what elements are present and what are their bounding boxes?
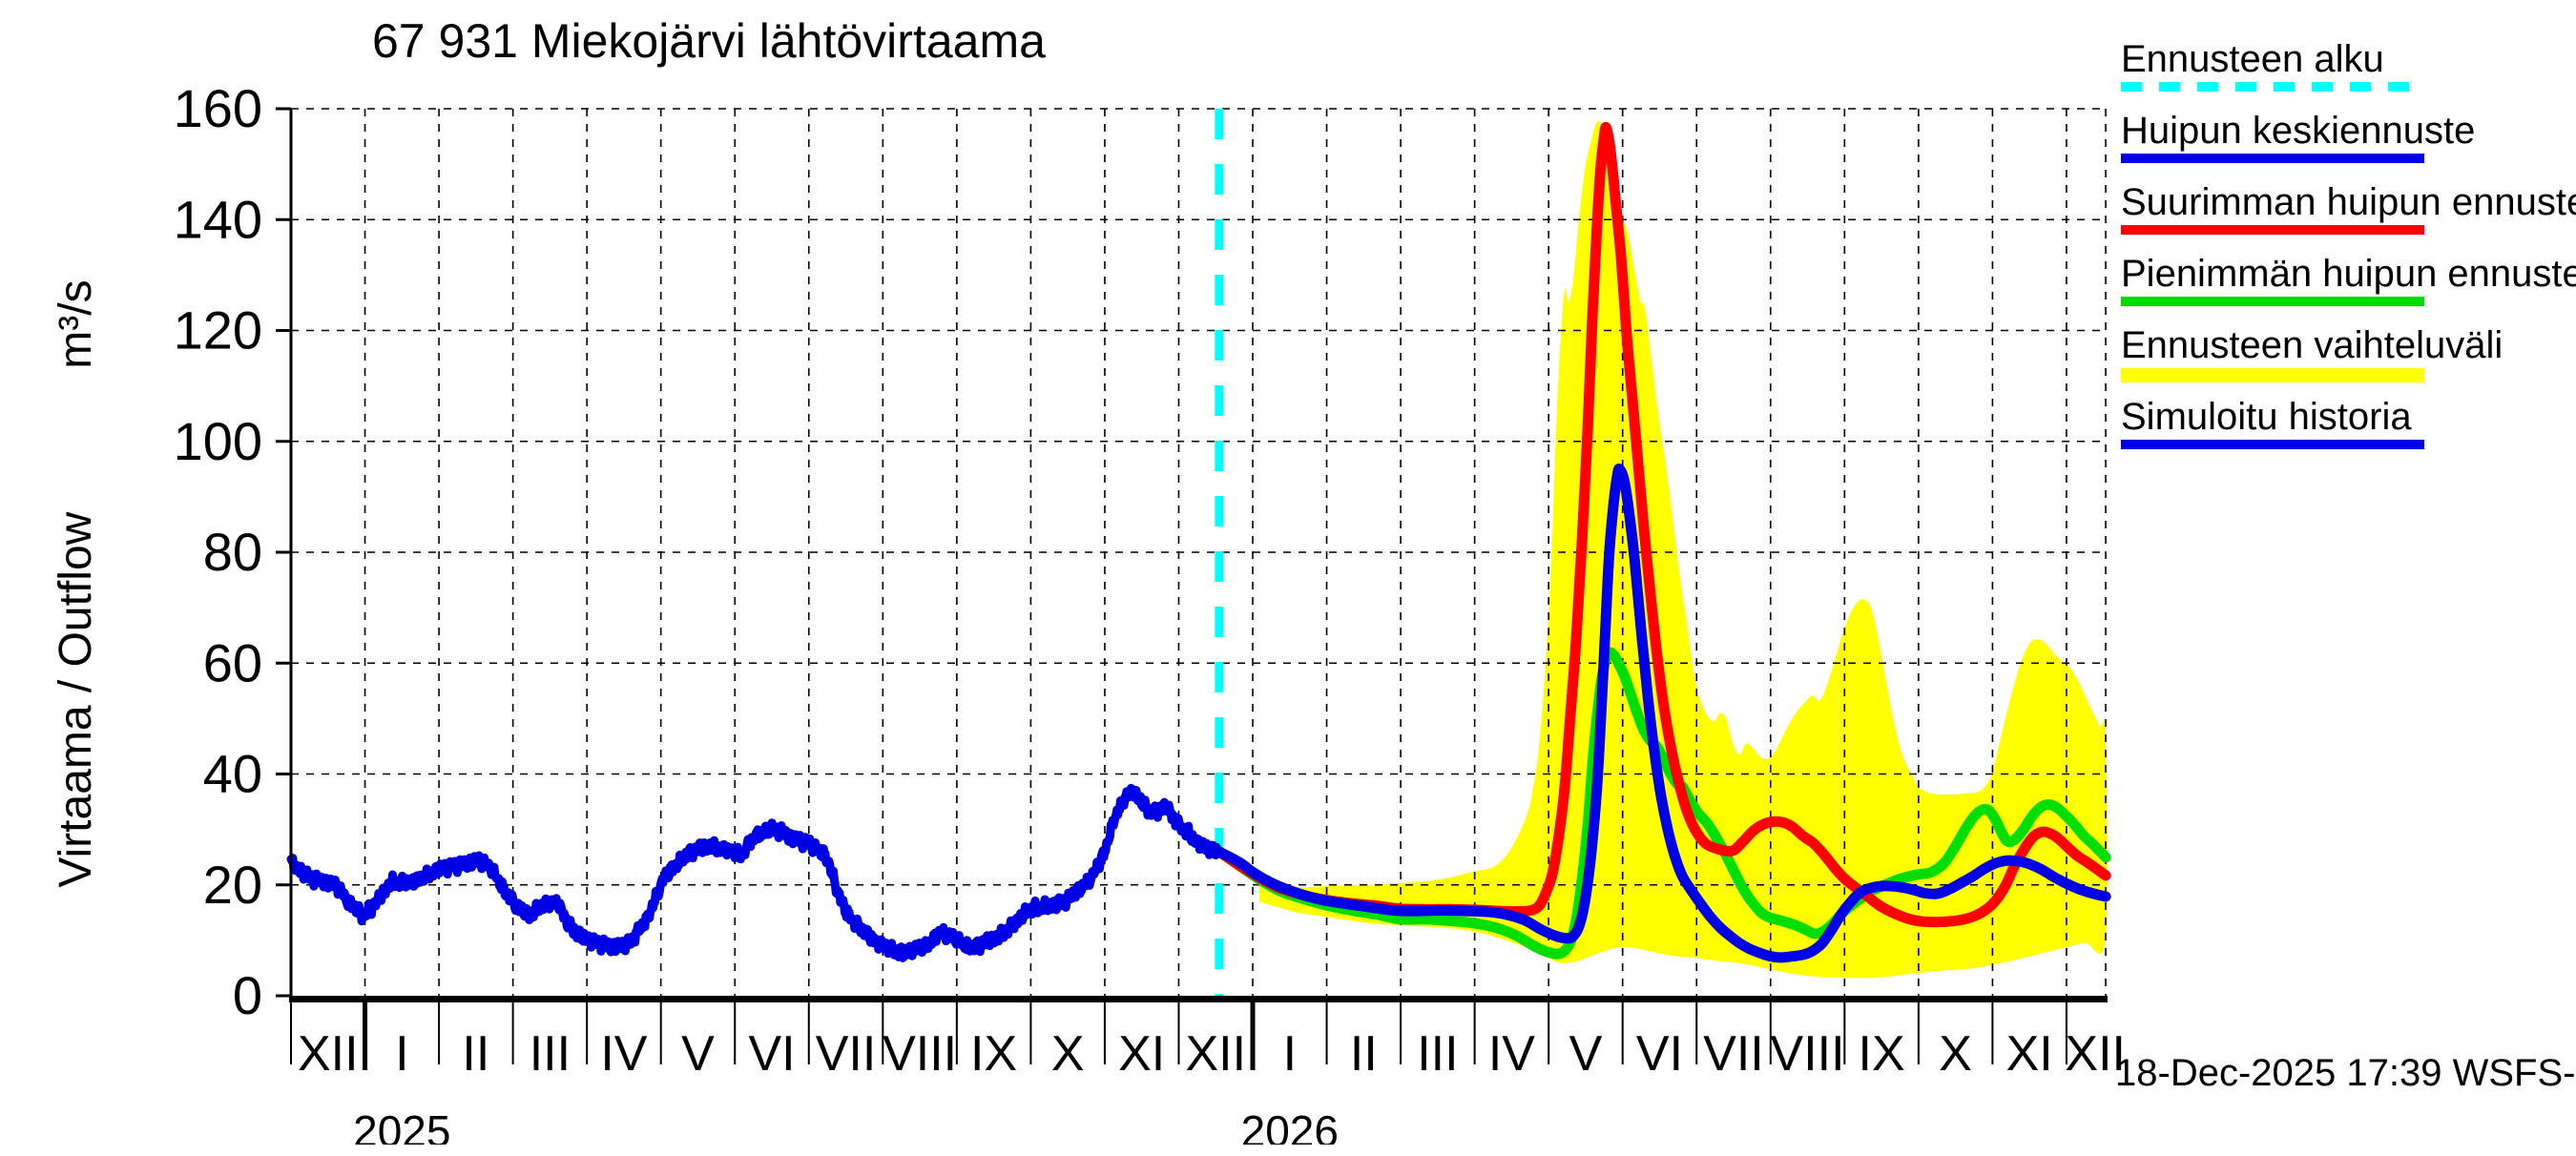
- min-peak-forecast-line: [1214, 647, 2111, 960]
- y-tick-label: 160: [174, 78, 262, 138]
- legend-label: Simuloitu historia: [2121, 396, 2412, 438]
- month-label: XII: [298, 1026, 359, 1082]
- y-axis-label-text: Virtaama / Outflow: [51, 511, 101, 888]
- month-label: X: [1939, 1026, 1972, 1082]
- timestamp: 18-Dec-2025 17:39 WSFS-O: [2115, 1052, 2576, 1094]
- y-axis-label: Virtaama / Outflow m³/s: [48, 11, 105, 1156]
- month-label: XII: [1185, 1026, 1246, 1082]
- month-label: VI: [748, 1026, 795, 1082]
- month-label: XII: [2065, 1026, 2126, 1082]
- max-peak-forecast-line: [1214, 121, 2111, 928]
- legend-line-sample: [2121, 440, 2424, 449]
- y-tick-label: 80: [203, 522, 262, 582]
- series-lines: [286, 121, 2111, 963]
- legend-dashed-line-sample: [2121, 82, 2424, 92]
- month-label: VIII: [883, 1026, 957, 1082]
- legend-entry: Simuloitu historia: [2121, 396, 2569, 467]
- legend-label: Ennusteen vaihteluväli: [2121, 324, 2503, 366]
- legend-label: Huipun keskiennuste: [2121, 110, 2476, 152]
- month-label: VII: [1703, 1026, 1764, 1082]
- y-tick-label: 40: [203, 744, 262, 804]
- month-label: II: [1350, 1026, 1378, 1082]
- month-label: IV: [1488, 1026, 1535, 1082]
- legend-label: Ennusteen alku: [2121, 38, 2384, 80]
- legend-label: Pienimmän huipun ennuste: [2121, 253, 2576, 295]
- y-axis-unit: m³/s: [51, 279, 101, 369]
- y-tick-label: 60: [203, 632, 262, 692]
- month-label: IV: [600, 1026, 647, 1082]
- y-tick-label: 120: [174, 300, 262, 361]
- legend-entry: Ennusteen vaihteluväli: [2121, 324, 2569, 396]
- month-label: V: [681, 1026, 715, 1082]
- y-tick-labels: 0 20 40 60 80 100 120 140 160: [174, 78, 262, 1025]
- month-label: IX: [970, 1026, 1017, 1082]
- y-tick-label: 140: [174, 189, 262, 249]
- month-label: V: [1569, 1026, 1603, 1082]
- y-tick-label: 0: [233, 965, 262, 1025]
- legend-entry: Suurimman huipun ennuste: [2121, 181, 2576, 253]
- month-label: XI: [2006, 1026, 2053, 1082]
- legend-entry: Ennusteen alku: [2121, 38, 2569, 110]
- chart-title: 67 931 Miekojärvi lähtövirtaama: [372, 14, 1046, 68]
- legend-line-sample: [2121, 297, 2424, 306]
- legend-line-sample: [2121, 225, 2424, 235]
- mean-peak-forecast-line: [1214, 463, 2111, 963]
- month-label: II: [462, 1026, 489, 1082]
- legend-line-sample: [2121, 154, 2424, 163]
- axes: [276, 107, 2109, 1070]
- legend-label: Suurimman huipun ennuste: [2121, 181, 2576, 223]
- month-label: III: [1417, 1026, 1458, 1082]
- month-label: VII: [816, 1026, 877, 1082]
- month-label: XI: [1118, 1026, 1165, 1082]
- forecast-band: [1258, 120, 2108, 979]
- year-label: 2026: [1241, 1106, 1339, 1145]
- legend-band-sample: [2121, 368, 2424, 382]
- month-label: VI: [1636, 1026, 1683, 1082]
- month-label: X: [1051, 1026, 1085, 1082]
- year-label: 2025: [353, 1106, 450, 1145]
- month-label: VIII: [1771, 1026, 1845, 1082]
- month-label: IX: [1859, 1026, 1905, 1082]
- month-label: I: [395, 1026, 408, 1082]
- legend-entry: Huipun keskiennuste: [2121, 110, 2569, 181]
- simulated-history-line: [286, 783, 1224, 962]
- y-tick-label: 20: [203, 855, 262, 915]
- x-axis-line: [289, 996, 2109, 1002]
- month-label: I: [1283, 1026, 1297, 1082]
- y-tick-label: 100: [174, 411, 262, 471]
- legend: Ennusteen alku Huipun keskiennuste Suurimm…: [2121, 38, 2576, 467]
- forecast-band-group: [1258, 120, 2108, 979]
- month-label: III: [530, 1026, 571, 1082]
- month-labels: XII I II III IV V VI VII VIII IX X XI XII I II III IV V VI…: [298, 1026, 2126, 1082]
- year-labels: 2025 2026: [353, 1106, 1339, 1145]
- legend-entry: Pienimmän huipun ennuste: [2121, 253, 2576, 324]
